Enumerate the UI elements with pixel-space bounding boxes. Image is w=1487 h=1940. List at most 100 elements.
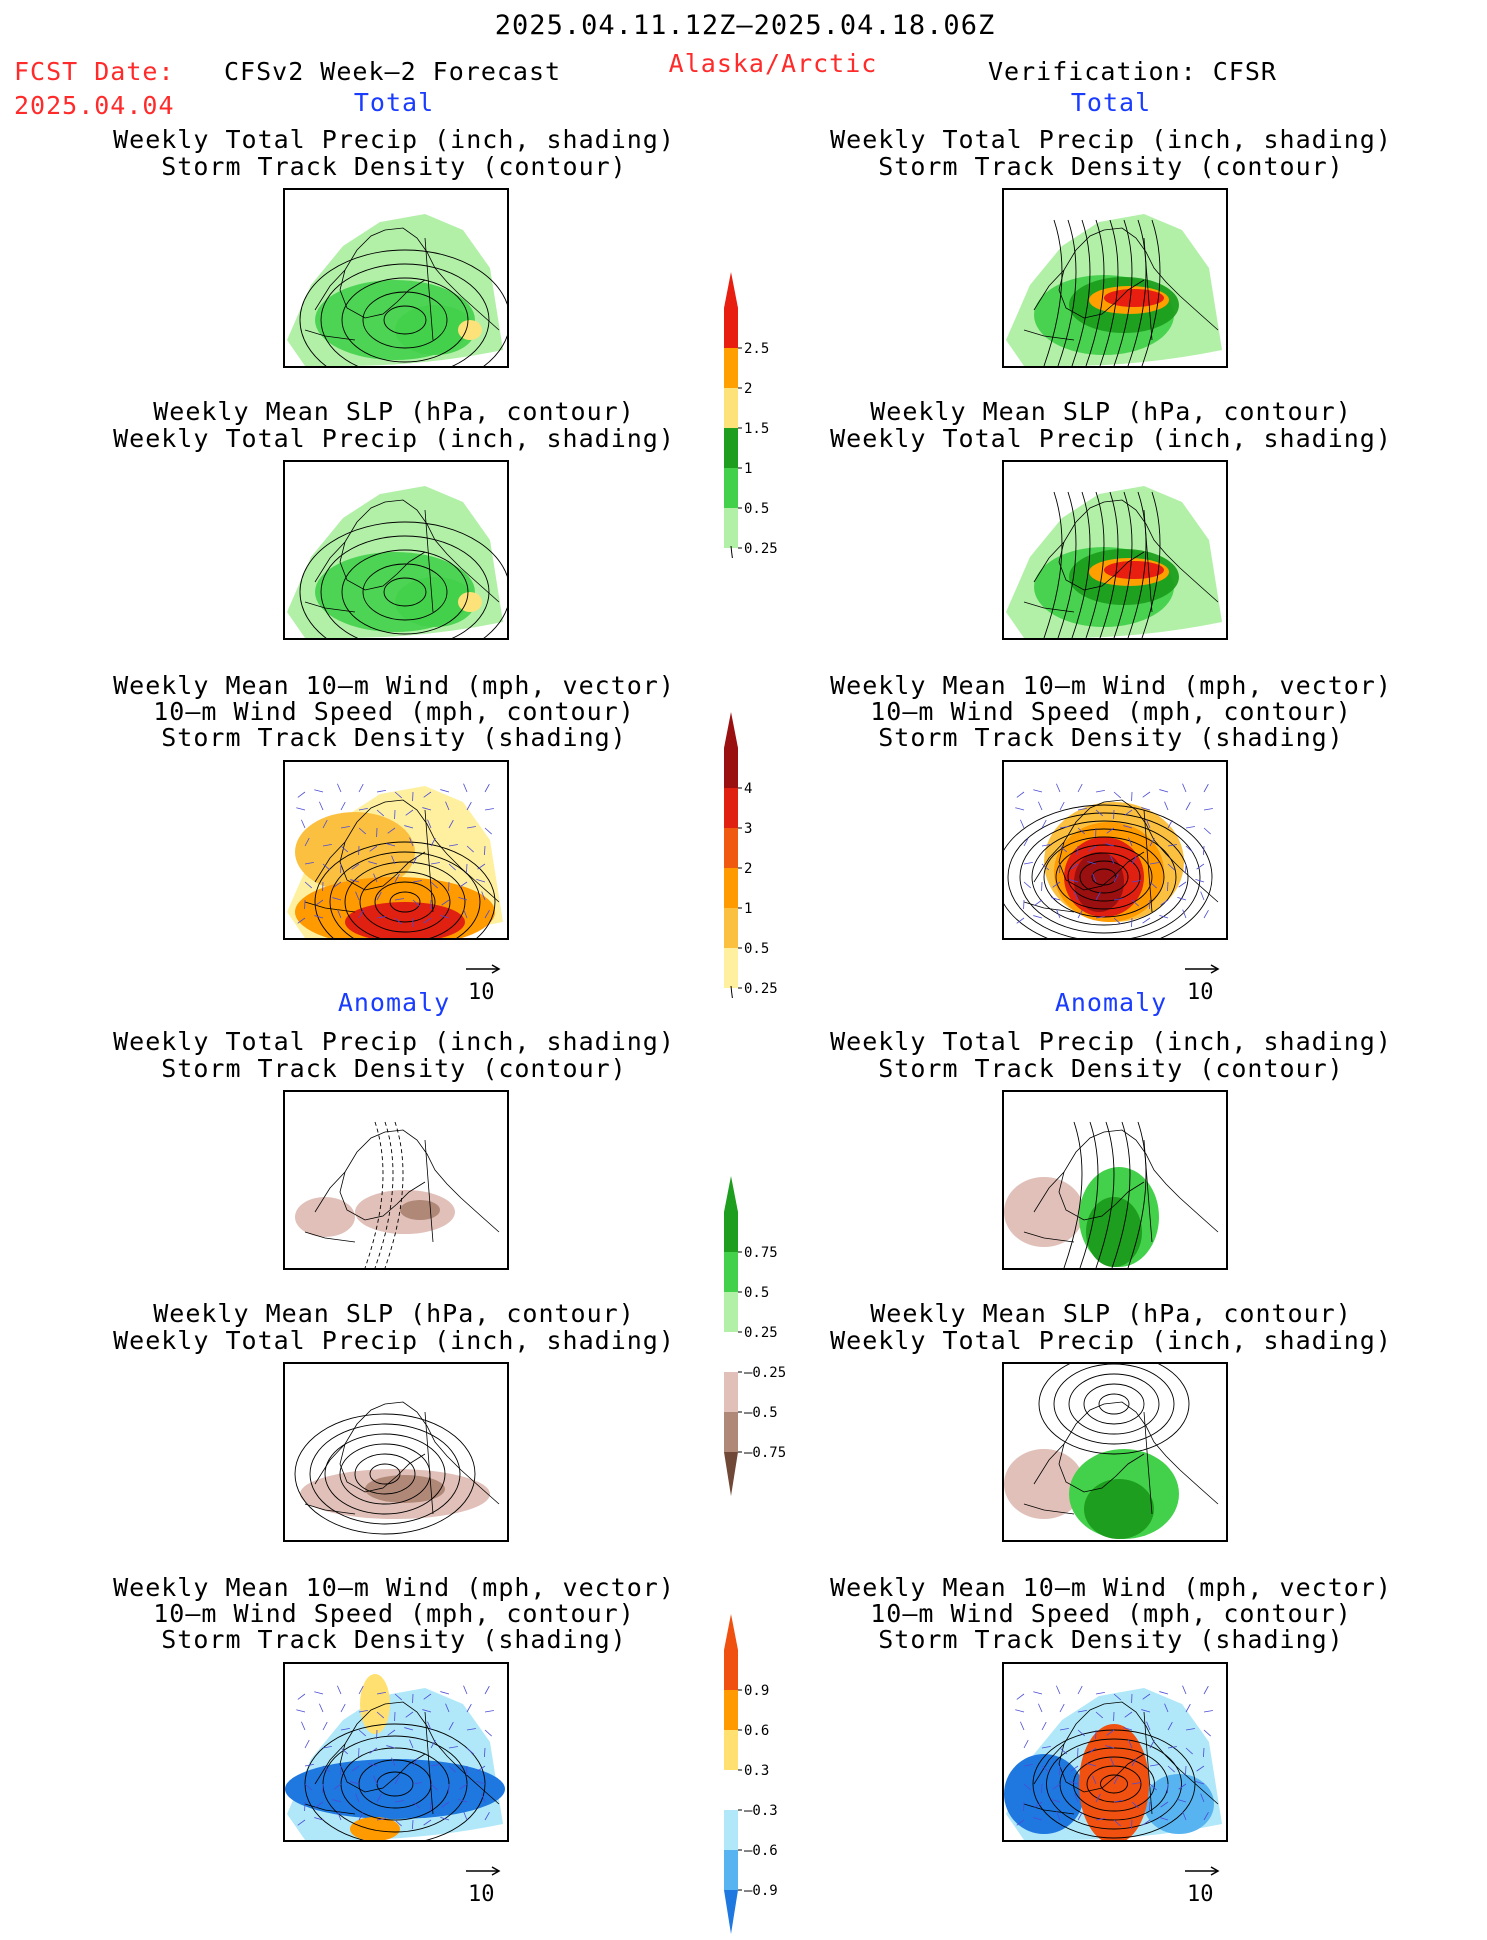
colorbar-tick-label: 0.6 [744, 1723, 769, 1739]
colorbar-top-arrow [724, 1176, 738, 1212]
colorbar-tick-label: 0.25 [744, 541, 778, 557]
colorbar-tick-label: 0.25 [744, 981, 778, 997]
shading-region [1084, 1479, 1154, 1539]
verification-label: Verification: CFSR [988, 58, 1277, 85]
map-svg [1004, 1664, 1226, 1840]
colorbar-tick-label: 1 [744, 461, 752, 477]
title-r3-line2: 10–m Wind Speed (mph, contour) [870, 698, 1352, 725]
shading-region [350, 1817, 400, 1840]
colorbar-segment [724, 1252, 738, 1292]
map-svg [285, 1364, 507, 1540]
colorbar-segment [724, 1292, 738, 1332]
title-l2-line2: Weekly Total Precip (inch, shading) [113, 425, 675, 452]
colorbar-segment [724, 828, 738, 868]
title-r1-line2: Storm Track Density (contour) [878, 153, 1344, 180]
colorbar-svg: 0.90.60.3–0.3–0.6–0.9 [720, 1610, 820, 1940]
title-l3-line1: Weekly Mean 10–m Wind (mph, vector) [113, 672, 675, 699]
map-svg [285, 462, 507, 638]
colorbar-segment [724, 1372, 738, 1412]
title-l1-line2: Storm Track Density (contour) [161, 153, 627, 180]
title-l6-line2: 10–m Wind Speed (mph, contour) [153, 1600, 635, 1627]
colorbar-bottom-arrow [724, 1452, 738, 1496]
colorbar-segment [724, 1730, 738, 1770]
colorbar-tick-label: 0.75 [744, 1245, 778, 1261]
title-r4-line2: Storm Track Density (contour) [878, 1055, 1344, 1082]
colorbar-tick-label: 1 [744, 901, 752, 917]
colorbar-tick-label: 2.5 [744, 341, 769, 357]
title-l3-line2: 10–m Wind Speed (mph, contour) [153, 698, 635, 725]
colorbar-segment [724, 1690, 738, 1730]
colorbar-segment [724, 308, 738, 348]
map-svg [1004, 1092, 1226, 1268]
map-total-wind-verif [1002, 760, 1228, 940]
title-l6-line1: Weekly Mean 10–m Wind (mph, vector) [113, 1574, 675, 1601]
colorbar-svg: 0.750.50.25–0.25–0.5–0.75 [720, 1172, 820, 1502]
title-r1-line1: Weekly Total Precip (inch, shading) [830, 126, 1392, 153]
title-l3-line3: Storm Track Density (shading) [161, 724, 627, 751]
vector-ref-total-right: 10 [1185, 955, 1221, 1005]
region-title: Alaska/Arctic [669, 50, 878, 77]
fcst-date-label: FCST Date: [14, 58, 175, 85]
title-r2-line2: Weekly Total Precip (inch, shading) [830, 425, 1392, 452]
arrow-icon [1185, 964, 1221, 974]
colorbar-tick-label: 0.5 [744, 501, 769, 517]
map-total-slp-fcst [283, 460, 509, 640]
colorbar-bottom-arrow [724, 1890, 738, 1934]
title-l4-line2: Storm Track Density (contour) [161, 1055, 627, 1082]
colorbar-tick-label: –0.6 [744, 1843, 778, 1859]
map-svg [285, 190, 507, 366]
section-total-right: Total [1071, 89, 1151, 116]
colorbar-tick-label: –0.3 [744, 1803, 778, 1819]
colorbar-segment [724, 468, 738, 508]
colorbar-segment [724, 908, 738, 948]
title-r6-line2: 10–m Wind Speed (mph, contour) [870, 1600, 1352, 1627]
colorbar-tick-label: 0.25 [744, 1325, 778, 1341]
colorbar-segment [724, 388, 738, 428]
fcst-date-value: 2025.04.04 [14, 92, 175, 119]
shading-region [458, 592, 482, 612]
title-r6-line3: Storm Track Density (shading) [878, 1626, 1344, 1653]
map-anom-slp-verif [1002, 1362, 1228, 1542]
colorbar-top-arrow [724, 1614, 738, 1650]
title-r5-line2: Weekly Total Precip (inch, shading) [830, 1327, 1392, 1354]
colorbar-tick-label: –0.25 [744, 1365, 786, 1381]
colorbar-segment [724, 1770, 738, 1810]
map-total-precip-fcst [283, 188, 509, 368]
colorbar-tick-label: 0.5 [744, 941, 769, 957]
vector-ref-value: 10 [1187, 1882, 1221, 1907]
colorbar-tick-label: 2 [744, 381, 752, 397]
title-r3-line1: Weekly Mean 10–m Wind (mph, vector) [830, 672, 1392, 699]
colorbar-segment [724, 948, 738, 988]
map-anom-precip-verif [1002, 1090, 1228, 1270]
shading-region [1079, 1724, 1149, 1840]
colorbar-tick-label: 4 [744, 781, 752, 797]
arrow-icon [466, 964, 502, 974]
colorbar-top-arrow [724, 272, 738, 308]
map-anom-wind-verif [1002, 1662, 1228, 1842]
colorbar-segment [724, 428, 738, 468]
shading-region [1004, 1177, 1084, 1247]
colorbar-segment [724, 1650, 738, 1690]
colorbar-segment [724, 1412, 738, 1452]
date-range-title: 2025.04.11.12Z–2025.04.18.06Z [495, 12, 995, 39]
vector-ref-value: 10 [468, 980, 502, 1005]
map-svg [1004, 462, 1226, 638]
vector-ref-anom-right: 10 [1185, 1857, 1221, 1907]
colorbar-top-arrow [724, 712, 738, 748]
shading-region [458, 320, 482, 340]
shading-region [400, 1200, 440, 1220]
map-svg [1004, 762, 1226, 938]
vector-ref-value: 10 [1187, 980, 1221, 1005]
map-svg [1004, 190, 1226, 366]
colorbar-segment [724, 1212, 738, 1252]
colorbar-tick-label: 2 [744, 861, 752, 877]
arrow-icon [466, 1866, 502, 1876]
title-r4-line1: Weekly Total Precip (inch, shading) [830, 1028, 1392, 1055]
shading-region [295, 1197, 355, 1237]
colorbar-tick-label: 0.5 [744, 1285, 769, 1301]
shading-region [1004, 1754, 1084, 1834]
colorbar-segment [724, 348, 738, 388]
